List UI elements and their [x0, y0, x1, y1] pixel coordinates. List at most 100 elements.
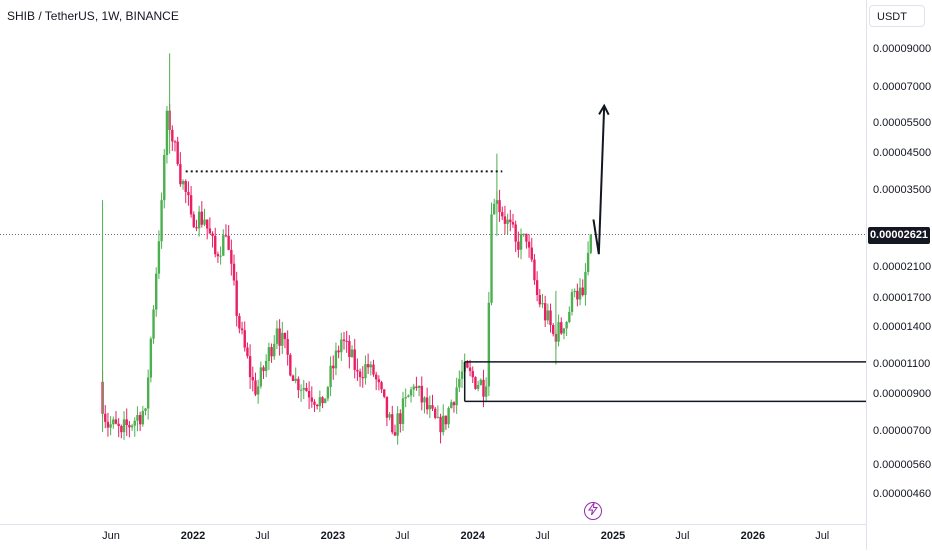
candle-body	[345, 340, 348, 342]
candle-body	[444, 415, 448, 425]
candle-body	[377, 379, 381, 383]
candle-body	[200, 211, 204, 225]
candle-body	[125, 419, 128, 426]
candle-body	[211, 233, 214, 236]
candle-body	[203, 219, 206, 225]
candle-body	[146, 377, 150, 409]
candle-body	[114, 419, 118, 424]
candle-body	[581, 287, 584, 296]
candle-body	[133, 420, 136, 426]
candle-body	[490, 214, 493, 303]
price-tick-label: 0.00000700	[873, 425, 932, 438]
candle-body	[412, 386, 415, 390]
candle-body	[549, 310, 552, 326]
time-tick-label: Jul	[395, 530, 410, 542]
candle-body	[578, 287, 582, 300]
candle-body	[562, 328, 566, 334]
lightning-icon[interactable]	[584, 501, 602, 520]
candle-body	[324, 398, 327, 404]
candle-body	[538, 295, 542, 305]
candle-body	[546, 310, 550, 321]
price-axis[interactable]	[866, 0, 932, 550]
candle-body	[130, 425, 134, 428]
candle-body	[380, 382, 383, 390]
candle-body	[509, 219, 512, 223]
price-tick-label: 0.00009000	[873, 43, 932, 55]
time-tick-label: 2024	[460, 530, 485, 542]
price-tick-label: 0.00001700	[873, 292, 932, 305]
candle-body	[401, 398, 405, 424]
candle-body	[436, 416, 440, 418]
candle-body	[192, 214, 195, 228]
candle-body	[248, 356, 252, 378]
candle-body	[391, 414, 394, 433]
candle-body	[584, 271, 587, 296]
candle-body	[141, 410, 145, 425]
candle-body	[493, 203, 496, 215]
candle-body	[506, 219, 509, 224]
candle-body	[407, 395, 410, 397]
candle-body	[181, 181, 185, 185]
price-tick-label: 0.00000900	[873, 387, 932, 400]
price-tick-label: 0.00001100	[873, 357, 931, 370]
candle-body	[589, 234, 592, 253]
candle-body	[404, 396, 407, 399]
time-tick-label: 2025	[600, 530, 626, 542]
candle-body	[399, 413, 402, 424]
candle-body	[474, 377, 477, 389]
candle-body	[442, 415, 445, 433]
candle-body	[299, 389, 303, 391]
candle-body	[439, 416, 442, 433]
candle-body	[450, 402, 453, 408]
candle-body	[332, 365, 335, 369]
candle-body	[120, 426, 123, 433]
candle-body	[227, 235, 230, 250]
time-tick-label: Jul	[815, 530, 830, 542]
candle-body	[160, 200, 163, 242]
time-tick-label: Jul	[535, 530, 550, 542]
candle-body	[235, 280, 238, 316]
candle-body	[122, 419, 126, 433]
candle-body	[246, 347, 249, 357]
candle-body	[447, 407, 450, 425]
candle-body	[487, 302, 491, 387]
candle-body	[321, 397, 324, 404]
time-tick-label: Jul	[675, 530, 690, 542]
candle-body	[423, 397, 426, 403]
currency-button[interactable]: USDT	[869, 5, 925, 27]
candlestick-plot[interactable]	[0, 0, 866, 524]
candle-body	[452, 402, 456, 406]
candle-body	[302, 387, 305, 390]
price-tick-label: 0.00002100	[873, 260, 932, 273]
time-axis[interactable]	[0, 524, 866, 551]
candle-body	[104, 413, 107, 422]
candle-body	[535, 280, 539, 296]
candle-body	[205, 219, 209, 229]
price-tick-label: 0.00000460	[873, 488, 932, 500]
candle-body	[286, 339, 289, 355]
candle-body	[372, 364, 375, 375]
price-tick-label: 0.00001400	[873, 321, 932, 334]
candle-body	[484, 386, 488, 397]
candle-body	[417, 385, 421, 388]
candle-body	[307, 390, 311, 398]
candle-body	[179, 164, 182, 185]
candle-body	[208, 228, 212, 234]
candle-body	[165, 110, 169, 156]
candle-body	[455, 387, 458, 406]
candle-body	[560, 322, 563, 334]
candle-body	[259, 367, 263, 387]
candle-body	[471, 371, 474, 378]
candle-body	[230, 249, 233, 264]
candle-body	[385, 396, 389, 418]
candle-body	[289, 354, 292, 376]
candle-body	[552, 325, 555, 334]
candle-body	[294, 378, 297, 381]
candle-body	[586, 252, 590, 272]
candle-body	[144, 408, 147, 411]
candle-body	[525, 233, 528, 242]
candle-body	[533, 259, 536, 281]
candle-body	[157, 241, 161, 274]
candle-body	[428, 405, 432, 410]
candle-body	[297, 378, 300, 391]
